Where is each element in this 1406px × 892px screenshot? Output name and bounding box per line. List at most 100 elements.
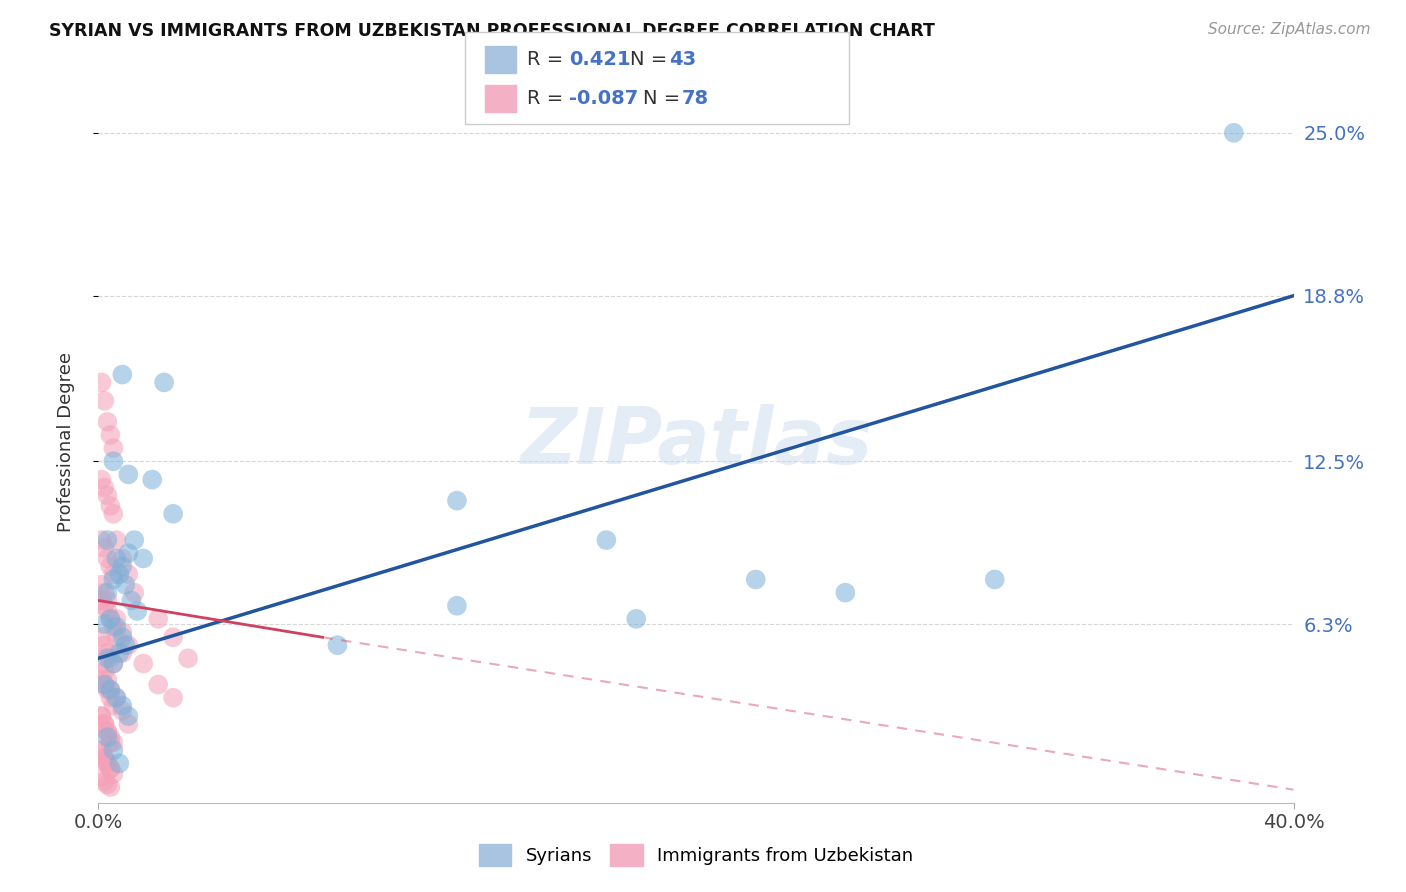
Point xyxy=(1223,126,1246,140)
Point xyxy=(111,704,134,718)
Point xyxy=(90,673,112,687)
Point xyxy=(148,677,170,691)
Point xyxy=(96,651,118,665)
Point xyxy=(96,756,118,771)
Point xyxy=(111,559,134,574)
Point xyxy=(105,612,128,626)
Point xyxy=(984,573,1007,587)
Point xyxy=(103,573,125,587)
Point xyxy=(117,709,139,723)
Point xyxy=(96,673,118,687)
Point xyxy=(105,620,128,634)
Point xyxy=(111,630,134,644)
Point xyxy=(114,638,136,652)
Point xyxy=(93,677,115,691)
Point xyxy=(98,651,122,665)
Point xyxy=(105,690,128,705)
Point xyxy=(153,376,176,390)
Point xyxy=(103,657,125,671)
Point xyxy=(90,709,112,723)
Point xyxy=(98,559,122,574)
Point xyxy=(132,551,155,566)
Text: 78: 78 xyxy=(682,89,709,108)
Text: N =: N = xyxy=(643,89,686,108)
Point xyxy=(96,533,118,547)
Point xyxy=(98,780,122,794)
Point xyxy=(446,599,468,613)
Point xyxy=(90,743,112,757)
Point xyxy=(90,473,112,487)
Point xyxy=(96,756,118,771)
Point xyxy=(90,657,112,671)
Point xyxy=(90,630,112,644)
Point xyxy=(103,620,125,634)
Point xyxy=(117,638,139,652)
Point xyxy=(103,767,125,781)
Point xyxy=(105,551,128,566)
Point xyxy=(93,481,115,495)
Point xyxy=(103,441,125,455)
Point xyxy=(90,533,112,547)
Point xyxy=(103,657,125,671)
Point xyxy=(108,646,131,660)
Point xyxy=(111,698,134,713)
Text: SYRIAN VS IMMIGRANTS FROM UZBEKISTAN PROFESSIONAL DEGREE CORRELATION CHART: SYRIAN VS IMMIGRANTS FROM UZBEKISTAN PRO… xyxy=(49,22,935,40)
Point xyxy=(117,717,139,731)
Point xyxy=(595,533,617,547)
Point xyxy=(120,593,142,607)
Point xyxy=(93,585,115,599)
Point xyxy=(96,646,118,660)
Text: R =: R = xyxy=(527,89,569,108)
Point xyxy=(117,567,139,582)
Point xyxy=(98,682,122,697)
Point xyxy=(103,454,125,468)
Point xyxy=(141,473,163,487)
Point xyxy=(117,467,139,482)
Point xyxy=(103,507,125,521)
Point xyxy=(111,625,134,640)
Point xyxy=(114,578,136,592)
Point xyxy=(93,638,115,652)
Point xyxy=(103,735,125,749)
Point xyxy=(93,393,115,408)
Point xyxy=(96,682,118,697)
Point xyxy=(98,428,122,442)
Point xyxy=(93,717,115,731)
Point xyxy=(98,499,122,513)
Point xyxy=(96,777,118,791)
Text: 43: 43 xyxy=(669,50,696,69)
Point xyxy=(111,368,134,382)
Point xyxy=(96,551,118,566)
Point xyxy=(98,682,122,697)
Point xyxy=(93,541,115,555)
Point xyxy=(127,604,149,618)
Point xyxy=(103,743,125,757)
Y-axis label: Professional Degree: Professional Degree xyxy=(56,351,75,532)
Point xyxy=(93,677,115,691)
Point xyxy=(93,599,115,613)
Point xyxy=(90,376,112,390)
Point xyxy=(111,551,134,566)
Point xyxy=(93,751,115,765)
Point xyxy=(98,762,122,776)
Text: ZIPatlas: ZIPatlas xyxy=(520,403,872,480)
Point xyxy=(108,756,131,771)
Point xyxy=(93,751,115,765)
Point xyxy=(90,593,112,607)
Point xyxy=(626,612,648,626)
Point xyxy=(96,415,118,429)
Point xyxy=(90,709,112,723)
Point xyxy=(162,507,184,521)
Point xyxy=(93,617,115,632)
Point xyxy=(103,567,125,582)
Legend: Syrians, Immigrants from Uzbekistan: Syrians, Immigrants from Uzbekistan xyxy=(471,837,921,873)
Point xyxy=(111,646,134,660)
Point xyxy=(93,717,115,731)
Point xyxy=(96,730,118,744)
Point xyxy=(98,690,122,705)
Point xyxy=(96,593,118,607)
Point xyxy=(446,493,468,508)
Point xyxy=(108,567,131,582)
Text: -0.087: -0.087 xyxy=(569,89,638,108)
Point xyxy=(177,651,200,665)
